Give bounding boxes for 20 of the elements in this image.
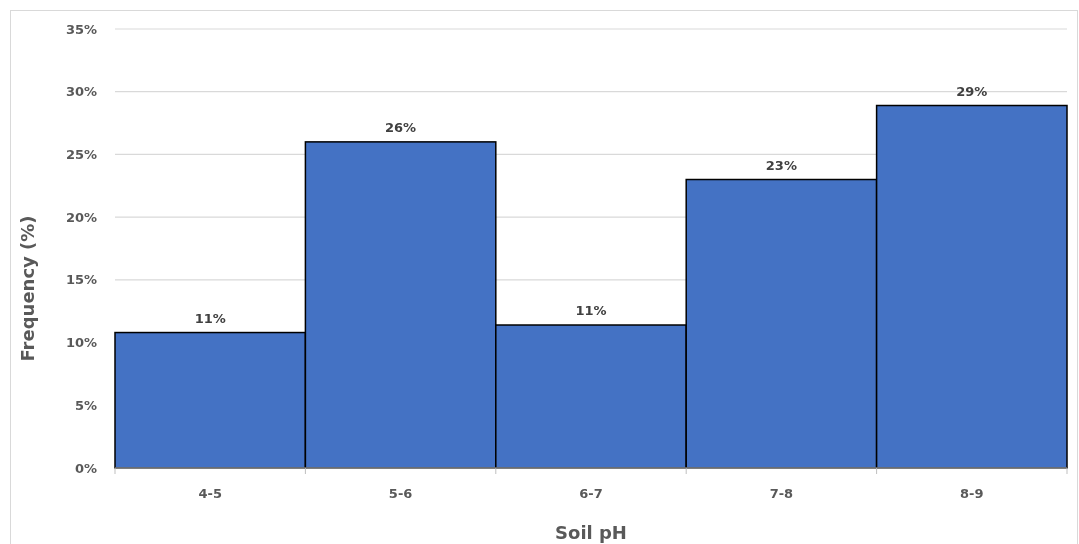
y-tick-label: 25% [65,146,97,162]
data-label: 26% [385,119,417,135]
y-tick-label: 0% [74,460,97,476]
y-tick-label: 20% [65,209,97,225]
x-tick-label: 6-7 [579,486,603,501]
data-label: 11% [575,303,607,319]
x-tick-label: 4-5 [198,486,222,501]
y-tick-label: 35% [65,21,97,37]
x-tick-label: 8-9 [960,486,984,501]
data-label: 11% [194,310,226,326]
y-tick-label: 5% [74,397,97,413]
x-tick-label: 5-6 [388,486,413,501]
data-label: 23% [765,157,797,173]
y-axis-title: Frequency (%) [17,215,38,362]
y-tick-label: 15% [65,272,97,288]
data-label: 29% [956,83,988,99]
x-tick-label: 7-8 [769,486,794,501]
y-tick-label: 10% [65,335,97,351]
x-axis-title: Soil pH [555,522,627,543]
y-tick-label: 30% [65,84,97,100]
